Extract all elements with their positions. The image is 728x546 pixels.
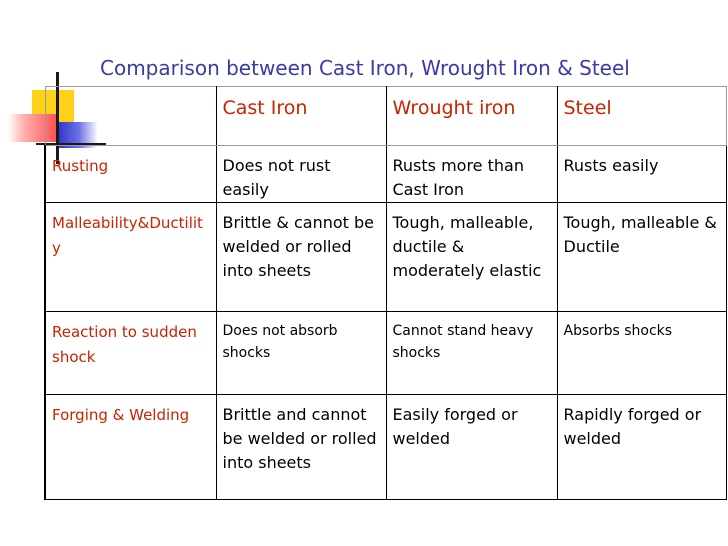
cell-cast-iron: Does not rust easily bbox=[215, 145, 387, 203]
cell-wrought-iron: Cannot stand heavy shocks bbox=[385, 311, 558, 395]
cell-cast-iron: Brittle & cannot be welded or rolled int… bbox=[215, 202, 387, 312]
header-cell-cast-iron: Cast Iron bbox=[215, 86, 387, 146]
row-label-forging-welding: Forging & Welding bbox=[44, 394, 217, 500]
cell-wrought-iron: Rusts more than Cast Iron bbox=[385, 145, 558, 203]
table-header-row: Cast Iron Wrought iron Steel bbox=[44, 86, 727, 146]
comparison-table: Cast Iron Wrought iron Steel Rusting Doe… bbox=[44, 86, 727, 500]
row-label-rusting: Rusting bbox=[44, 145, 217, 203]
table-row: Forging & Welding Brittle and cannot be … bbox=[44, 394, 727, 500]
cell-wrought-iron: Tough, malleable, ductile & moderately e… bbox=[385, 202, 558, 312]
header-cell-steel: Steel bbox=[556, 86, 727, 146]
cell-wrought-iron: Easily forged or welded bbox=[385, 394, 558, 500]
cell-cast-iron: Does not absorb shocks bbox=[215, 311, 387, 395]
cell-steel: Rusts easily bbox=[556, 145, 727, 203]
cell-cast-iron: Brittle and cannot be welded or rolled i… bbox=[215, 394, 387, 500]
row-label-malleability: Malleability&Ductility bbox=[44, 202, 217, 312]
table-row: Reaction to sudden shock Does not absorb… bbox=[44, 311, 727, 395]
slide-title: Comparison between Cast Iron, Wrought Ir… bbox=[100, 56, 630, 80]
cell-steel: Tough, malleable & Ductile bbox=[556, 202, 727, 312]
cell-steel: Rapidly forged or welded bbox=[556, 394, 727, 500]
header-cell-blank bbox=[44, 86, 217, 146]
table-row: Malleability&Ductility Brittle & cannot … bbox=[44, 202, 727, 312]
cell-steel: Absorbs shocks bbox=[556, 311, 727, 395]
row-label-sudden-shock: Reaction to sudden shock bbox=[44, 311, 217, 395]
table-row: Rusting Does not rust easily Rusts more … bbox=[44, 145, 727, 203]
header-cell-wrought-iron: Wrought iron bbox=[385, 86, 558, 146]
